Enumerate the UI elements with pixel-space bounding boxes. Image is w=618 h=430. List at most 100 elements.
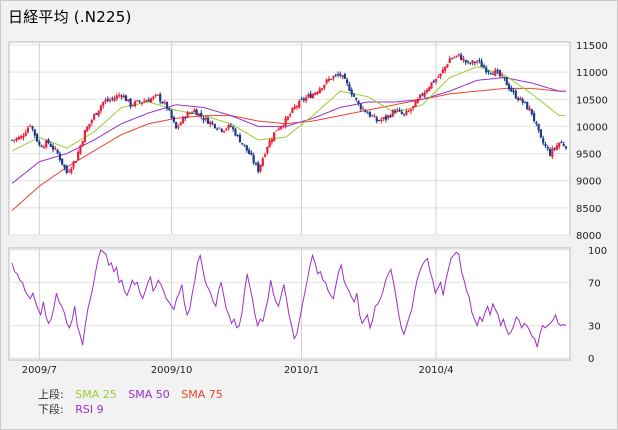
candle-up <box>457 53 460 56</box>
candle-up <box>391 110 394 117</box>
candle-up <box>115 95 118 99</box>
candle-up <box>307 94 310 97</box>
candle-up <box>519 97 522 101</box>
candle-down <box>346 79 349 84</box>
candle-up <box>407 110 410 112</box>
candle-down <box>175 122 178 129</box>
candle-up <box>275 130 278 132</box>
candle-down <box>257 162 260 172</box>
candle-down <box>487 70 490 72</box>
legend-lower-label: 下段: <box>38 403 64 416</box>
candle-up <box>181 116 185 124</box>
candle-down <box>491 73 495 75</box>
rsi-line <box>11 249 567 348</box>
candle-down <box>243 144 246 146</box>
candle-down <box>355 97 358 100</box>
sma50-path <box>11 77 566 184</box>
rsi-ytick-label: 100 <box>588 246 607 257</box>
candle-down <box>51 145 55 150</box>
rsi-panel-bg <box>8 247 571 361</box>
candle-down <box>530 109 533 115</box>
candle-down <box>250 153 253 155</box>
candle-up <box>88 123 91 128</box>
candle-up <box>102 101 105 107</box>
candle-down <box>371 115 374 117</box>
candle-down <box>403 113 406 115</box>
candle-up <box>140 102 144 104</box>
candle-down <box>485 67 488 73</box>
candle-up <box>134 101 137 107</box>
candle-down <box>161 101 164 104</box>
candle-up <box>279 126 283 129</box>
candle-up <box>218 127 221 129</box>
candle-down <box>241 143 244 145</box>
candle-up <box>81 141 84 146</box>
candle-down <box>350 89 353 95</box>
candle-down <box>334 74 337 76</box>
candle-down <box>47 139 50 144</box>
candle-up <box>325 79 328 84</box>
candle-down <box>111 98 114 100</box>
candle-down <box>159 94 162 102</box>
candle-up <box>455 55 458 57</box>
candle-up <box>528 108 531 111</box>
candle-up <box>318 88 321 94</box>
candle-down <box>63 164 66 168</box>
candle-up <box>409 109 413 112</box>
candle-up <box>79 145 82 154</box>
candle-up <box>396 109 399 112</box>
candle-down <box>510 87 513 92</box>
candle-up <box>83 130 87 143</box>
price-ytick-label: 8000 <box>576 231 601 242</box>
candle-up <box>29 125 32 127</box>
candle-up <box>77 151 80 160</box>
candle-down <box>200 112 203 117</box>
candle-up <box>108 99 112 101</box>
candle-up <box>437 77 440 79</box>
candle-up <box>439 73 442 77</box>
candle-down <box>300 99 303 101</box>
candle-down <box>375 117 378 122</box>
candle-down <box>560 142 563 144</box>
candle-up <box>86 127 89 132</box>
candle-up <box>311 94 315 99</box>
candle-up <box>179 122 182 126</box>
candle-up <box>163 102 166 104</box>
candle-up <box>92 114 96 120</box>
price-ytick-label: 10000 <box>576 122 608 133</box>
candle-up <box>15 138 18 140</box>
candle-up <box>441 69 444 73</box>
candle-up <box>341 75 344 78</box>
xtick-label: 2010/4 <box>418 365 453 376</box>
candle-up <box>412 106 415 109</box>
candle-up <box>136 100 139 102</box>
candle-up <box>361 108 365 110</box>
candle-up <box>156 94 160 96</box>
candle-down <box>469 62 472 64</box>
legend-upper-label: 上段: <box>38 388 64 401</box>
candle-up <box>282 125 285 127</box>
candle-up <box>293 106 296 109</box>
candle-down <box>40 145 43 147</box>
candle-up <box>22 135 25 138</box>
candle-up <box>291 108 294 113</box>
price-ytick-label: 9000 <box>576 177 601 188</box>
candle-down <box>544 144 547 147</box>
xtick-label: 2009/10 <box>151 365 193 376</box>
candle-up <box>284 118 287 127</box>
candle-down <box>206 118 210 124</box>
candle-down <box>496 70 499 72</box>
candle-down <box>514 91 517 99</box>
candle-up <box>42 146 46 148</box>
candle-down <box>498 70 501 76</box>
candle-down <box>489 72 492 74</box>
candle-up <box>24 132 27 137</box>
candle-down <box>389 115 392 118</box>
candle-up <box>471 60 474 64</box>
price-ytick-label: 10500 <box>576 95 608 106</box>
candle-down <box>450 58 454 60</box>
candle-down <box>165 101 169 109</box>
candle-down <box>539 129 543 138</box>
candle-up <box>295 106 299 108</box>
